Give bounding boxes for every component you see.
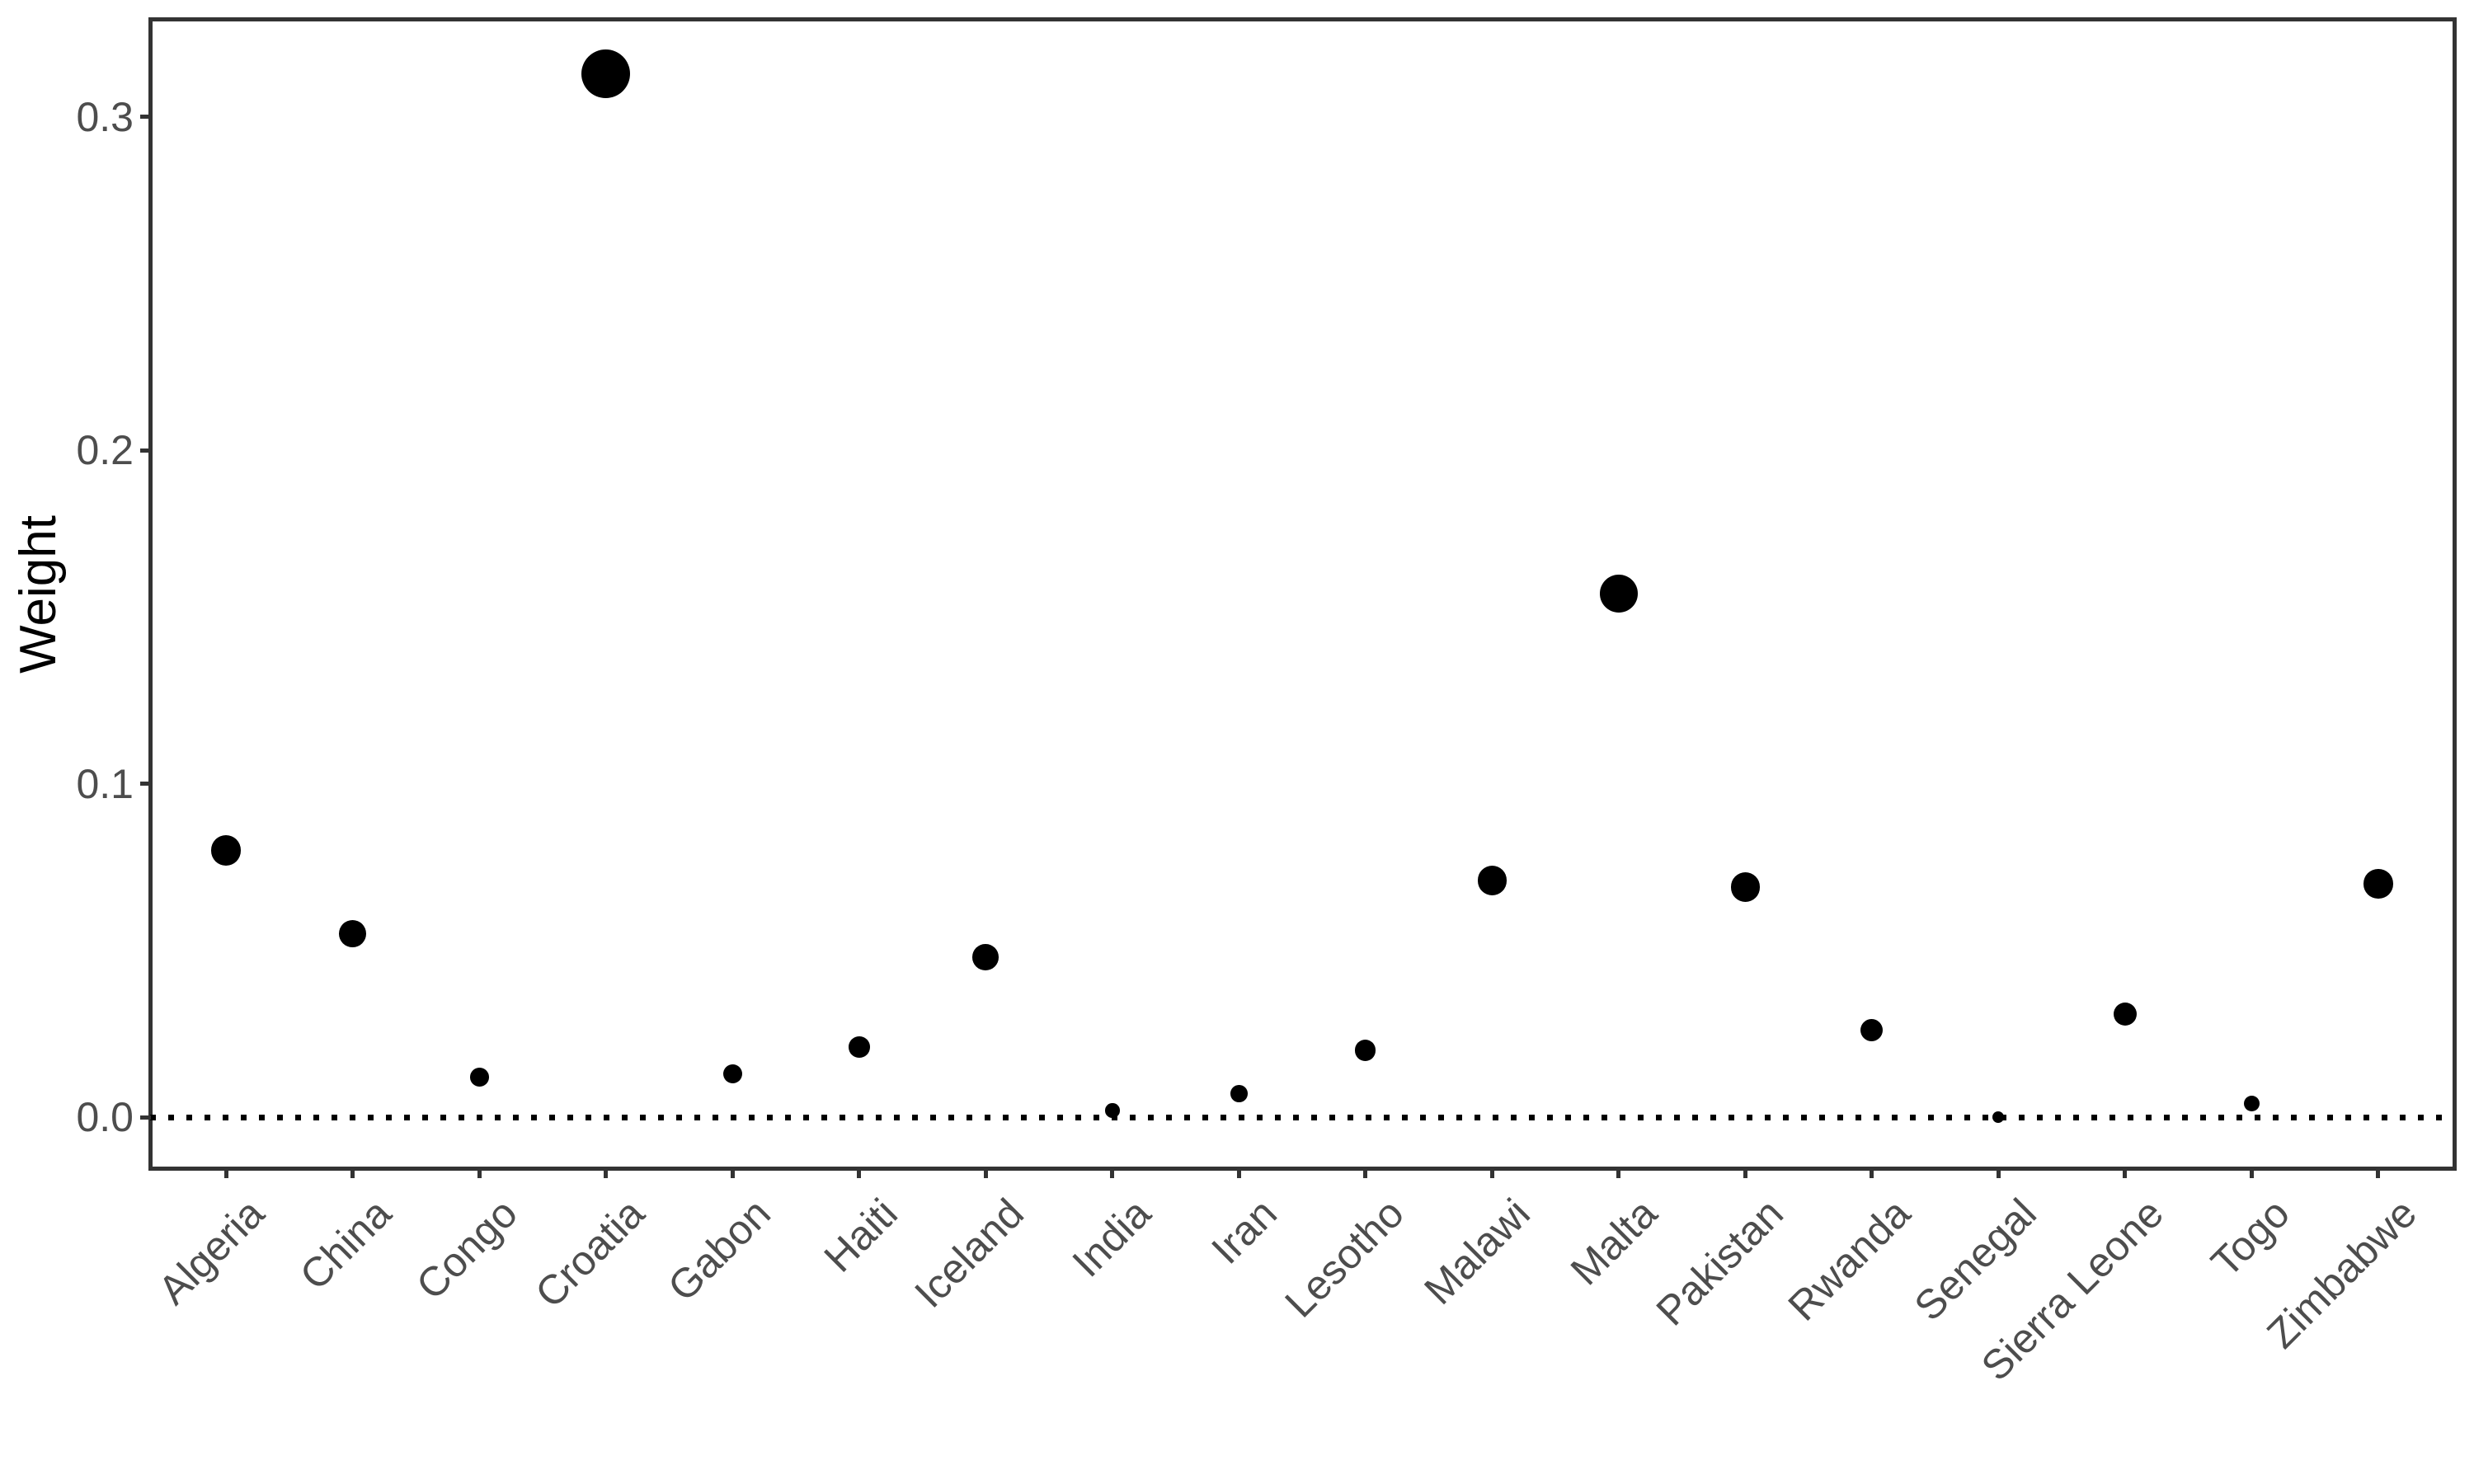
data-point: [2363, 869, 2393, 899]
x-axis-tick-mark: [1996, 1168, 2001, 1178]
x-axis-tick-mark: [1870, 1168, 1874, 1178]
data-point: [581, 49, 631, 98]
x-axis-tick-mark: [350, 1168, 355, 1178]
data-point: [1599, 575, 1638, 613]
data-point: [2243, 1096, 2260, 1112]
data-point: [2113, 1002, 2137, 1026]
x-axis-tick-mark: [1236, 1168, 1241, 1178]
data-point: [1992, 1111, 2005, 1123]
data-point: [1355, 1040, 1376, 1061]
x-axis-tick-mark: [983, 1168, 988, 1178]
data-point: [1860, 1019, 1884, 1042]
x-axis-tick-mark: [477, 1168, 482, 1178]
x-axis-tick-mark: [604, 1168, 609, 1178]
data-point: [1730, 872, 1760, 902]
y-tick-label: 0.1: [76, 760, 134, 807]
x-axis-tick-mark: [730, 1168, 735, 1178]
x-axis-tick-mark: [2249, 1168, 2254, 1178]
data-point: [1104, 1103, 1120, 1118]
x-axis-tick-mark: [2376, 1168, 2381, 1178]
y-axis-tick-mark: [140, 782, 151, 787]
data-point: [848, 1036, 870, 1058]
y-axis-tick-mark: [140, 448, 151, 453]
zero-reference-line: [150, 1114, 2454, 1120]
x-axis-tick-mark: [1110, 1168, 1115, 1178]
x-axis-tick-mark: [2123, 1168, 2128, 1178]
x-axis-tick-mark: [1363, 1168, 1368, 1178]
data-point: [210, 835, 242, 866]
plot-panel-border: [148, 16, 2457, 1171]
data-point: [339, 920, 367, 947]
x-axis-tick-mark: [857, 1168, 862, 1178]
x-axis-tick-mark: [1743, 1168, 1747, 1178]
x-axis-tick-mark: [223, 1168, 228, 1178]
y-axis-tick-mark: [140, 115, 151, 120]
data-point: [972, 944, 999, 970]
x-axis-tick-mark: [1489, 1168, 1494, 1178]
data-point: [722, 1064, 742, 1083]
y-tick-label: 0.2: [76, 427, 134, 474]
data-point: [1230, 1085, 1248, 1103]
y-tick-label: 0.3: [76, 93, 134, 140]
y-axis-tick-mark: [140, 1115, 151, 1120]
data-point: [469, 1068, 489, 1087]
x-axis-tick-mark: [1616, 1168, 1621, 1178]
y-axis-title: Weight: [10, 515, 67, 674]
data-point: [1477, 866, 1507, 895]
y-tick-label: 0.0: [76, 1094, 134, 1140]
